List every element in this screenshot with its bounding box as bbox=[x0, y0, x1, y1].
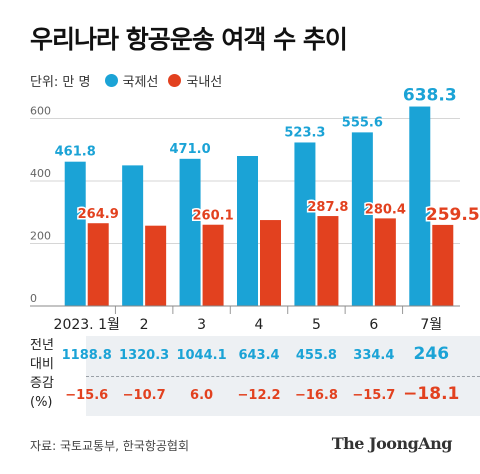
x-tick-label: 3 bbox=[197, 317, 206, 333]
brand-logo: The JoongAng bbox=[331, 434, 453, 453]
bar-domestic bbox=[87, 223, 109, 306]
yoy-international-cell: 643.4 bbox=[238, 348, 280, 363]
yoy-international-cell: 1188.8 bbox=[61, 348, 112, 363]
x-tick-label: 2 bbox=[140, 317, 149, 333]
yoy-domestic-cell: −10.7 bbox=[122, 388, 166, 403]
unit-label: 단위: 만 명 bbox=[30, 74, 91, 90]
bar-domestic-label: 259.5 bbox=[426, 205, 480, 225]
bar-international bbox=[122, 165, 144, 306]
legend: 단위: 만 명 국제선 국내선 bbox=[30, 70, 232, 90]
bar-international-label: 461.8 bbox=[55, 145, 96, 160]
bar-domestic bbox=[374, 218, 396, 306]
bar-international bbox=[294, 142, 316, 306]
yoy-domestic-cell: −15.6 bbox=[65, 388, 109, 403]
legend-domestic-swatch bbox=[168, 73, 182, 87]
bar-domestic-label: 264.9 bbox=[78, 207, 119, 222]
bar-international-label: 471.0 bbox=[170, 142, 211, 157]
yoy-header-line3: 증감 bbox=[30, 376, 54, 391]
legend-international-label: 국제선 bbox=[122, 74, 159, 90]
bar-international bbox=[351, 132, 373, 306]
y-tick-label: 200 bbox=[30, 230, 51, 243]
bar-domestic bbox=[317, 216, 339, 306]
yoy-international-cell: 1044.1 bbox=[176, 348, 227, 363]
yoy-domestic-cell: −16.8 bbox=[294, 388, 338, 403]
yoy-domestic-cell: −18.1 bbox=[403, 384, 460, 404]
yoy-header-line4: (%) bbox=[30, 395, 53, 410]
yoy-international-cell: 246 bbox=[413, 344, 450, 364]
y-tick-label: 400 bbox=[30, 167, 51, 180]
yoy-header-line2: 대비 bbox=[30, 357, 54, 372]
bar-chart: 0 200 400 600 461.8 264.9 2023. 1월 2 471.0 260.1 3… bbox=[30, 86, 480, 333]
chart-title: 우리나라 항공운송 여객 수 추이 bbox=[30, 25, 348, 54]
bar-international bbox=[237, 156, 258, 306]
yoy-international-cell: 334.4 bbox=[353, 348, 395, 363]
bar-international-label: 523.3 bbox=[284, 125, 325, 140]
bar-domestic bbox=[145, 225, 167, 306]
bar-domestic-label: 287.8 bbox=[307, 200, 348, 215]
yoy-international-cell: 1320.3 bbox=[119, 348, 170, 363]
bar-international bbox=[64, 161, 86, 306]
bar-domestic bbox=[202, 224, 224, 306]
y-tick-label: 0 bbox=[30, 292, 37, 305]
bar-domestic-label: 260.1 bbox=[193, 209, 234, 224]
x-tick-label: 4 bbox=[255, 317, 264, 333]
yoy-international-cell: 455.8 bbox=[295, 348, 337, 363]
yoy-domestic-cell: 6.0 bbox=[190, 388, 214, 403]
bar-international-label: 638.3 bbox=[403, 86, 457, 106]
yoy-domestic-cell: −12.2 bbox=[237, 388, 281, 403]
x-tick-label: 7월 bbox=[420, 317, 442, 333]
x-tick-label: 5 bbox=[312, 317, 321, 333]
y-tick-label: 600 bbox=[30, 105, 51, 118]
yoy-domestic-cell: −15.7 bbox=[352, 388, 396, 403]
bar-domestic-label: 280.4 bbox=[365, 202, 406, 217]
yoy-table-header: 전년 대비 증감 (%) bbox=[30, 336, 66, 412]
yoy-table: 전년 대비 증감 (%) 1188.8 −15.6 1320.3 −10.7 1044.… bbox=[30, 336, 480, 416]
x-tick-label: 2023. 1월 bbox=[54, 317, 120, 333]
bar-international-label: 555.6 bbox=[342, 115, 383, 130]
legend-domestic-label: 국내선 bbox=[186, 74, 223, 90]
bar-domestic bbox=[432, 224, 454, 306]
yoy-table-divider bbox=[86, 376, 480, 377]
yoy-header-line1: 전년 bbox=[30, 338, 54, 353]
legend-international-swatch bbox=[104, 73, 118, 87]
bar-international bbox=[179, 158, 201, 306]
bar-international bbox=[409, 106, 431, 306]
x-tick-label: 6 bbox=[369, 317, 378, 333]
source-note: 자료: 국토교통부, 한국항공협회 bbox=[30, 439, 190, 453]
bar-domestic bbox=[260, 220, 281, 306]
